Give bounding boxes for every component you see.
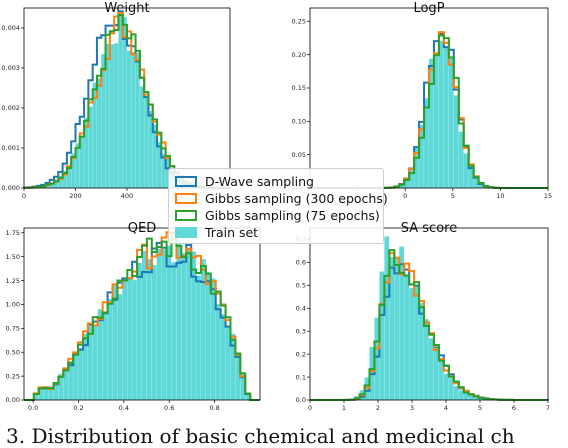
legend-swatch-gibbs75 <box>175 210 197 221</box>
x-tick-label: 400 <box>121 192 133 200</box>
bar-train-weight <box>110 44 114 188</box>
bar-train-weight <box>118 14 122 188</box>
bar-train-qed <box>196 276 201 400</box>
bar-train-qed <box>93 326 98 400</box>
bar-train-qed <box>103 313 108 400</box>
bar-train-sa-score <box>394 257 399 400</box>
legend-label-dwave: D-Wave sampling <box>205 174 314 189</box>
y-tick-label: 0.5 <box>296 282 306 290</box>
x-tick-label: 3 <box>410 404 414 412</box>
figure-caption: 3. Distribution of basic chemical and me… <box>6 424 515 448</box>
y-tick-label: 0.1 <box>296 373 306 381</box>
x-tick-label: 0.8 <box>209 404 219 412</box>
y-tick-label: 1.00 <box>6 301 20 309</box>
legend-item-gibbs75: Gibbs sampling (75 epochs) <box>175 207 380 224</box>
x-tick-label: 10 <box>496 192 504 200</box>
bar-train-logp <box>444 47 449 188</box>
bar-train-qed <box>152 265 157 400</box>
panel-title-weight: Weight <box>104 1 149 16</box>
legend-item-gibbs300: Gibbs sampling (300 epochs) <box>175 190 388 207</box>
bar-train-qed <box>117 294 122 400</box>
legend-swatch-train <box>175 227 197 238</box>
bar-train-qed <box>157 249 162 400</box>
bar-train-qed <box>122 280 127 400</box>
x-tick-label: 0.0 <box>28 404 38 412</box>
legend-swatch-gibbs300 <box>175 193 197 204</box>
y-tick-label: 0.001 <box>1 144 20 152</box>
y-tick-label: 0.05 <box>292 151 306 159</box>
panel-title-qed: QED <box>128 221 156 236</box>
legend-item-train: Train set <box>175 224 258 241</box>
y-tick-label: 0.15 <box>292 84 306 92</box>
x-tick-label: 7 <box>546 404 550 412</box>
y-tick-label: 1.25 <box>6 277 20 285</box>
x-tick-label: 5 <box>478 404 482 412</box>
y-tick-label: 0.0 <box>296 396 306 404</box>
legend-label-gibbs300: Gibbs sampling (300 epochs) <box>205 191 388 206</box>
x-tick-label: 2 <box>376 404 380 412</box>
bar-train-weight <box>127 51 131 188</box>
panel-qed: QED 0.0 0.2 0.4 0.6 0.8 0.00 0.25 0.50 0.75 1.00 1.… <box>6 221 260 412</box>
bar-train-qed <box>78 348 83 400</box>
y-tick-label: 1.50 <box>6 253 20 261</box>
x-tick-label: 4 <box>444 404 448 412</box>
x-tick-label: 0 <box>22 192 26 200</box>
bar-train-qed <box>167 246 172 400</box>
bar-train-qed <box>147 259 152 400</box>
legend-label-gibbs75: Gibbs sampling (75 epochs) <box>205 208 380 223</box>
legend-swatch-dwave <box>175 176 197 187</box>
panel-title-logp: LogP <box>413 1 444 16</box>
x-tick-label: 0.4 <box>119 404 129 412</box>
y-tick-label: 0.00 <box>6 396 20 404</box>
y-tick-label: 0.003 <box>1 64 20 72</box>
bar-train-weight <box>140 86 144 188</box>
bar-train-sa-score <box>444 374 449 400</box>
y-tick-label: 0.10 <box>292 118 306 126</box>
y-tick-label: 0.2 <box>296 350 306 358</box>
y-tick-label: 0.6 <box>296 259 306 267</box>
panel-title-sa-score: SA score <box>401 221 457 236</box>
bar-train-sa-score <box>409 288 414 400</box>
y-tick-label: 0.000 <box>1 184 20 192</box>
legend-label-train: Train set <box>205 225 258 240</box>
x-tick-label: 0 <box>308 404 312 412</box>
legend-item-dwave: D-Wave sampling <box>175 173 314 190</box>
x-tick-label: 1 <box>342 404 346 412</box>
y-tick-label: 0.25 <box>6 372 20 380</box>
bar-train-sa-score <box>404 276 409 400</box>
bar-train-weight <box>114 43 118 188</box>
bar-train-weight <box>131 52 135 188</box>
y-tick-label: 0.004 <box>1 24 20 32</box>
bar-train-logp <box>439 41 444 188</box>
bar-train-qed <box>181 253 186 400</box>
y-tick-label: 0.4 <box>296 304 306 312</box>
bar-train-qed <box>137 263 142 400</box>
x-tick-label: 5 <box>451 192 455 200</box>
bar-train-qed <box>162 249 167 400</box>
bar-train-qed <box>172 262 177 400</box>
bar-train-qed <box>132 280 137 400</box>
x-tick-label: 0 <box>403 192 407 200</box>
y-tick-label: 0.3 <box>296 327 306 335</box>
x-tick-label: 200 <box>69 192 81 200</box>
y-tick-label: 0.002 <box>1 104 20 112</box>
y-tick-label: 0.75 <box>6 325 20 333</box>
y-tick-label: 0.25 <box>292 18 306 26</box>
y-tick-label: 1.75 <box>6 229 20 237</box>
x-tick-label: 15 <box>544 192 552 200</box>
x-tick-label: 6 <box>512 404 516 412</box>
legend: D-Wave sampling Gibbs sampling (300 epoc… <box>168 168 384 244</box>
y-tick-label: 0.20 <box>292 51 306 59</box>
bar-train-qed <box>127 277 132 400</box>
x-tick-label: 0.6 <box>164 404 174 412</box>
y-tick-label: 0.50 <box>6 348 20 356</box>
x-tick-label: 0.2 <box>73 404 83 412</box>
